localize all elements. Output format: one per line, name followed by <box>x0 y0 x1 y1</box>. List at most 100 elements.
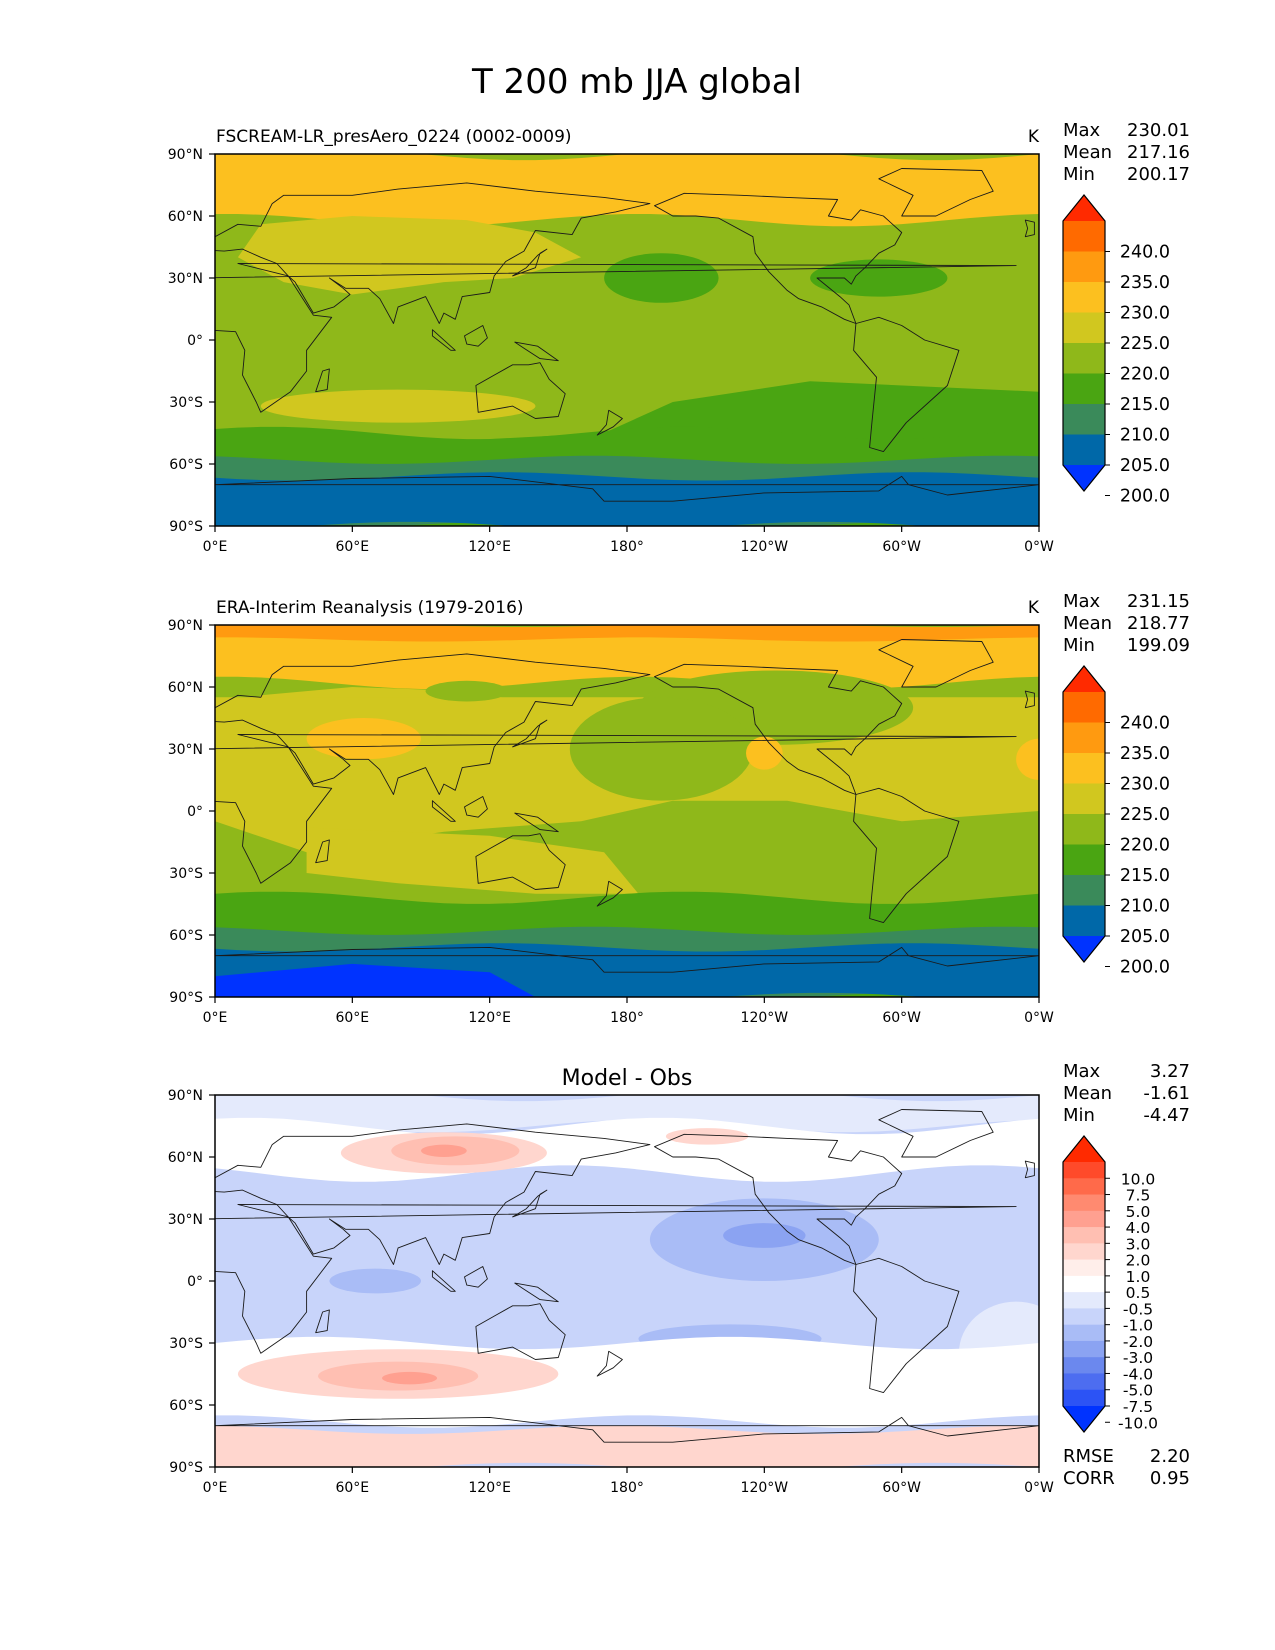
colorbar-label: 235.0 <box>1120 273 1170 293</box>
lon-tick-label: 60°W <box>882 1480 921 1496</box>
colorbar-segment <box>1063 343 1105 375</box>
colorbar-label: -2.0 <box>1123 1333 1153 1351</box>
colorbar-segment <box>1063 373 1105 405</box>
coastline <box>596 409 623 436</box>
extra-stats-diff: RMSE 2.20 CORR 0.95 <box>1063 1446 1190 1489</box>
coastline <box>215 475 1039 502</box>
colorbar-segment <box>1063 251 1105 283</box>
lat-tick-label: 60°S <box>169 928 203 944</box>
colorbar-segment <box>1063 1389 1105 1407</box>
colorbar-label: -5.0 <box>1123 1382 1153 1400</box>
coastline <box>315 1309 330 1334</box>
map-field <box>215 625 1039 997</box>
lon-tick-label: 0°E <box>203 1010 228 1026</box>
colorbar-segment <box>1063 692 1105 724</box>
lon-tick-label: 120°W <box>741 539 789 555</box>
lon-tick-label: 0°W <box>1024 1010 1054 1026</box>
colorbar-label: 2.0 <box>1126 1252 1151 1270</box>
contour-region <box>746 736 783 770</box>
contour-region <box>215 963 536 997</box>
coastline <box>315 368 330 393</box>
panel-center-title: Model - Obs <box>562 1066 693 1091</box>
lat-tick-label: 60°N <box>168 1150 203 1166</box>
colorbar-label: 0.5 <box>1126 1284 1151 1302</box>
colorbar-segment <box>1063 282 1105 314</box>
colorbar-segment <box>1063 434 1105 466</box>
contour-region <box>215 1425 1039 1467</box>
lon-tick-label: 0°E <box>203 1480 228 1496</box>
lon-tick-label: 60°E <box>335 539 369 555</box>
stat-label: Max <box>1063 120 1101 141</box>
stat-value: 218.77 <box>1127 613 1190 634</box>
coastline <box>878 1109 994 1158</box>
lat-axis: 90°N 60°N 30°N 0° 30°S 60°S 90°S <box>168 1088 215 1476</box>
lon-tick-label: 60°W <box>882 1010 921 1026</box>
colorbar-label: 205.0 <box>1120 927 1170 947</box>
lon-tick-label: 0°W <box>1024 539 1054 555</box>
colorbar-label: 5.0 <box>1126 1203 1151 1221</box>
colorbar-label: 215.0 <box>1120 395 1170 415</box>
colorbar-segment <box>1063 1308 1105 1326</box>
map-field <box>215 154 1039 526</box>
coastline <box>654 663 903 795</box>
colorbar-label: 220.0 <box>1120 365 1170 385</box>
contour-region <box>306 827 639 894</box>
colorbar-segment <box>1063 1210 1105 1228</box>
colorbar-segment <box>1063 1227 1105 1244</box>
stat-label: Mean <box>1063 142 1112 163</box>
stat-label: Min <box>1063 1105 1095 1126</box>
coastline <box>215 1123 651 1265</box>
coastline <box>878 639 994 688</box>
colorbar-label: 240.0 <box>1120 714 1170 734</box>
colorbar-label: 200.0 <box>1120 958 1170 978</box>
coastline <box>475 1303 566 1360</box>
colorbar-segment <box>1063 783 1105 815</box>
lon-tick-label: 60°W <box>882 539 921 555</box>
contour-region <box>425 680 508 702</box>
colorbar-label: 205.0 <box>1120 456 1170 476</box>
coastline <box>215 182 651 324</box>
stat-label: RMSE <box>1063 1446 1114 1467</box>
coastline <box>215 653 651 795</box>
colorbar-segment <box>1063 1194 1105 1212</box>
colorbar-segment <box>1063 1162 1105 1179</box>
colorbar-label: 235.0 <box>1120 744 1170 764</box>
lon-tick-label: 0°W <box>1024 1480 1054 1496</box>
coastline <box>853 787 960 924</box>
lon-tick-label: 180° <box>610 1010 644 1026</box>
colorbar-segment <box>1063 753 1105 785</box>
coastline <box>654 192 903 324</box>
colorbar-extend-min <box>1063 1406 1105 1432</box>
stat-value: -1.61 <box>1143 1083 1190 1104</box>
stat-value: 2.20 <box>1150 1446 1190 1467</box>
lon-tick-label: 180° <box>610 539 644 555</box>
coastline <box>512 248 548 277</box>
lat-tick-label: 0° <box>187 333 203 349</box>
map-field <box>215 1095 1039 1467</box>
stat-value: 0.95 <box>1150 1468 1190 1489</box>
panel-model: FSCREAM-LR_presAero_0224 (0002-0009) K 9… <box>168 127 1054 555</box>
colorbar-label: 210.0 <box>1120 897 1170 917</box>
colorbar-label: 240.0 <box>1120 243 1170 263</box>
colorbar-segment <box>1063 404 1105 436</box>
contour-region <box>215 625 1039 642</box>
coastline <box>514 341 559 362</box>
coastline <box>464 1266 488 1288</box>
coastline <box>431 329 456 351</box>
colorbar-label: -10.0 <box>1118 1414 1158 1432</box>
colorbar-label: 230.0 <box>1120 775 1170 795</box>
colorbar-segment <box>1063 1178 1105 1196</box>
stats-model: Max 230.01 Mean 217.16 Min 200.17 <box>1063 120 1190 185</box>
coastline <box>512 1189 548 1218</box>
coastline <box>464 796 488 818</box>
coastline <box>514 1282 559 1303</box>
colorbar-label: -0.5 <box>1123 1300 1153 1318</box>
lat-tick-label: 60°S <box>169 1398 203 1414</box>
lon-tick-label: 120°E <box>468 1480 511 1496</box>
coastline <box>315 839 330 864</box>
lat-tick-label: 0° <box>187 804 203 820</box>
panel-units: K <box>1028 127 1040 147</box>
lon-tick-label: 120°W <box>741 1010 789 1026</box>
coastline <box>215 263 1017 413</box>
